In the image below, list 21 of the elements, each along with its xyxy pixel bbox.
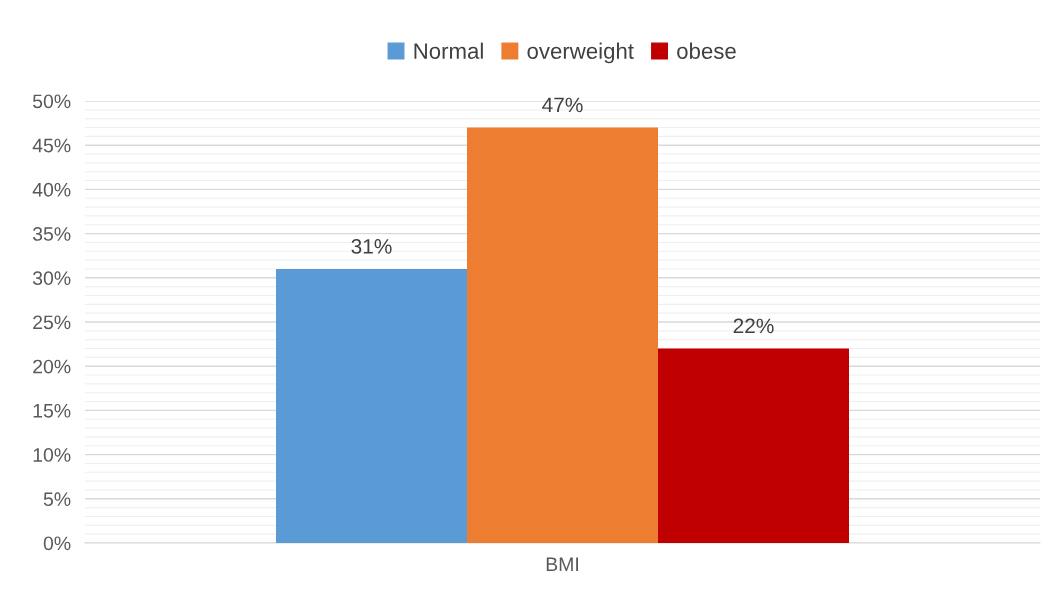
- y-tick-label: 35%: [32, 227, 71, 241]
- legend-label: obese: [677, 42, 736, 59]
- y-tick-label: 15%: [33, 403, 71, 418]
- y-tick-label: 5%: [43, 492, 71, 507]
- legend-label: overweight: [527, 42, 634, 64]
- x-tick-label: BMI: [546, 557, 578, 571]
- y-tick-label: 20%: [33, 359, 71, 374]
- data-label: 47%: [542, 97, 583, 113]
- y-tick-label: 40%: [32, 182, 71, 197]
- data-label: 22%: [733, 318, 774, 334]
- y-tick-label: 25%: [33, 315, 71, 330]
- y-tick-label: 10%: [33, 448, 71, 462]
- bar: [658, 348, 849, 543]
- y-tick-label: 0%: [43, 536, 71, 551]
- data-label: 31%: [351, 238, 392, 254]
- y-tick-label: 30%: [32, 271, 71, 286]
- legend-label: Normal: [414, 42, 483, 59]
- bar: [276, 268, 467, 543]
- y-tick-label: 45%: [32, 138, 71, 153]
- y-tick-label: 50%: [32, 94, 71, 109]
- bar: [467, 127, 658, 543]
